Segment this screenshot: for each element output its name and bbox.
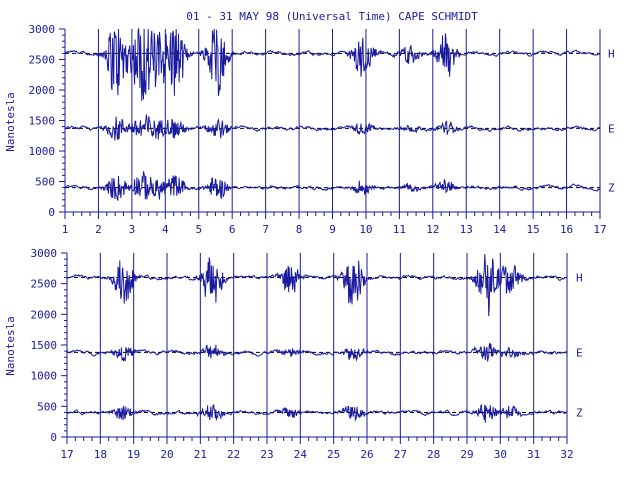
panel-2: 17 18 19 20 21 22 23 24 25 26 27 28 29 30 31 32 0 500 1000… [31,247,584,461]
x-tick-label: 23 [260,448,273,461]
x-tick-label: 26 [360,448,373,461]
y-axis-title-top: Nanotesla [4,92,17,152]
x-tick-label: 22 [227,448,240,461]
x-tick-label: 12 [426,223,439,236]
trace-e [64,114,601,141]
y-tick-label: 500 [35,176,55,189]
x-tick-label: 19 [127,448,140,461]
x-tick-label: 14 [493,223,507,236]
x-tick-label: 32 [560,448,573,461]
trace-e [66,342,568,362]
y-tick-label: 0 [50,431,57,444]
x-tick-label: 16 [560,223,573,236]
series-label-e: E [576,346,583,359]
x-tick-label: 8 [296,223,303,236]
trace-h [64,27,601,102]
y-tick-label: 2500 [31,278,58,291]
x-tick-label: 10 [359,223,372,236]
y-tick-label: 2000 [31,308,58,321]
x-tick-label: 5 [195,223,202,236]
x-tick-label: 30 [494,448,507,461]
y-tick-label: 500 [37,400,57,413]
y-tick-label: 2000 [29,84,56,97]
x-tick-label: 28 [427,448,440,461]
x-tick-label: 17 [60,448,73,461]
x-tick-label: 21 [194,448,207,461]
x-tick-label: 18 [94,448,107,461]
x-tick-label: 7 [262,223,269,236]
series-label-z: Z [608,182,615,195]
y-tick-label: 2500 [29,54,56,67]
trace-z [64,171,601,201]
x-tick-label: 27 [394,448,407,461]
y-axis-title-bottom: Nanotesla [4,316,17,376]
x-tick-label: 25 [327,448,340,461]
y-tick-label: 1000 [31,370,58,383]
x-tick-label: 2 [95,223,102,236]
x-tick-label: 9 [329,223,336,236]
y-tick-label: 3000 [29,23,56,36]
panel-1: 1 2 3 4 5 6 7 8 9 10 11 12 13 14 15 16 17050010001500200… [29,23,616,236]
y-tick-label: 1000 [29,145,56,158]
x-tick-label: 3 [129,223,136,236]
x-tick-label: 6 [229,223,236,236]
x-tick-label: 4 [162,223,169,236]
x-tick-label: 1 [62,223,69,236]
x-tick-label: 29 [460,448,473,461]
trace-z [66,403,568,423]
y-tick-label: 0 [48,206,55,219]
x-tick-label: 31 [527,448,540,461]
series-label-h: H [608,47,615,60]
y-tick-label: 1500 [31,339,58,352]
x-tick-label: 11 [393,223,406,236]
chart-title: 01 - 31 MAY 98 (Universal Time) CAPE SCH… [186,10,478,23]
series-label-e: E [608,122,615,135]
y-tick-label: 3000 [31,247,58,260]
y-tick-label: 1500 [29,115,56,128]
x-tick-label: 20 [160,448,173,461]
series-label-h: H [576,272,583,285]
x-tick-label: 17 [593,223,606,236]
x-tick-label: 24 [294,448,308,461]
trace-h [66,253,568,317]
x-tick-label: 15 [527,223,540,236]
x-tick-label: 13 [460,223,473,236]
series-label-z: Z [576,406,583,419]
